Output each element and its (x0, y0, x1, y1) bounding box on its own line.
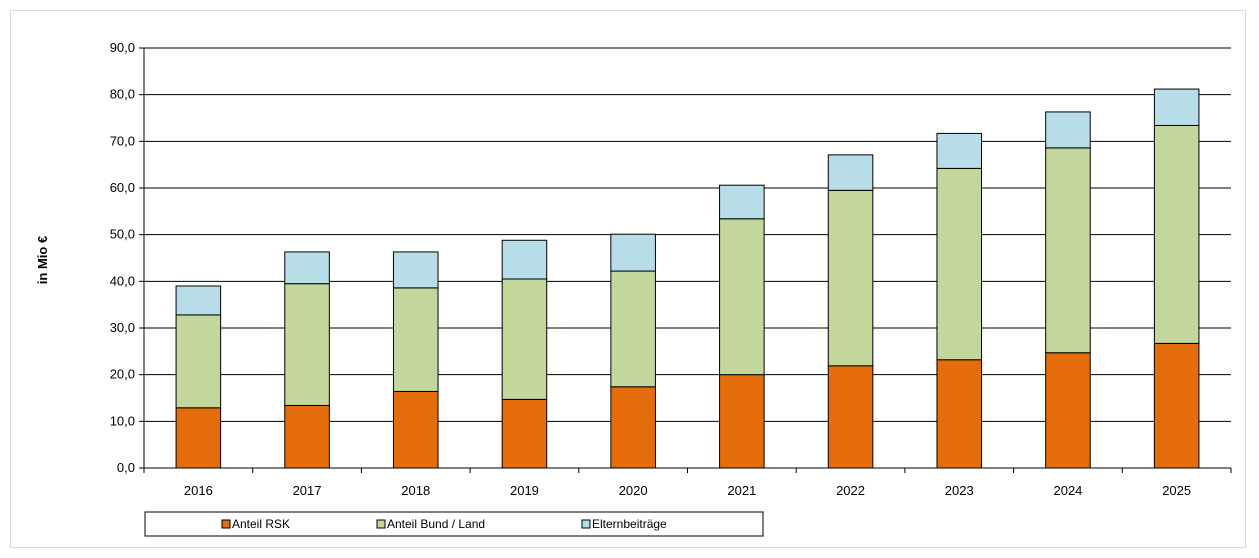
y-tick-label: 80,0 (110, 87, 135, 102)
chart-frame (10, 10, 1246, 548)
bars (175, 88, 1200, 469)
y-tick-labels: 0,0 10,0 20,0 30,0 40,0 50,0 60,0 70,0 80,0 90,0 (110, 40, 135, 475)
x-tick-labels: 2016 2017 2018 2019 2020 2021 2022 2023 2024 2025 (184, 483, 1191, 498)
bar-segment (719, 218, 765, 376)
legend-swatch (221, 519, 231, 529)
legend-swatch (376, 519, 386, 529)
bar-segment (501, 398, 548, 469)
y-tick-label: 90,0 (110, 40, 135, 55)
bar-segment (827, 189, 874, 367)
bar-segment (610, 233, 656, 272)
bar-segment (501, 239, 548, 280)
x-tick-label: 2021 (727, 483, 756, 498)
axes (139, 47, 1232, 473)
y-tick-label: 40,0 (110, 273, 135, 288)
bar-segment (1153, 342, 1200, 469)
bar-segment (1045, 111, 1091, 149)
y-tick-label: 70,0 (110, 133, 135, 148)
bar-segment (175, 285, 222, 316)
bar-segment (610, 386, 656, 469)
bar-segment (827, 365, 874, 469)
bar-segment (610, 270, 656, 388)
bar-segment (175, 314, 222, 409)
bar-segment (827, 154, 874, 191)
bar-segment (719, 374, 765, 469)
bar-segment (1153, 88, 1200, 126)
bar-segment (1045, 352, 1091, 469)
legend-box (144, 511, 764, 537)
x-tick-label: 2018 (401, 483, 430, 498)
x-tick-label: 2022 (836, 483, 865, 498)
bar-segment (392, 287, 439, 392)
legend-label: Anteil Bund / Land (387, 517, 485, 531)
legend: Anteil RSK Anteil Bund / Land Elternbeiträ… (144, 511, 764, 537)
bar-segment (1045, 147, 1091, 354)
legend-label: Anteil RSK (232, 517, 290, 531)
x-tick-label: 2025 (1162, 483, 1191, 498)
bar-segment (284, 251, 330, 285)
bar-segment (284, 283, 330, 406)
x-tick-label: 2019 (510, 483, 539, 498)
y-tick-label: 0,0 (117, 460, 135, 475)
y-tick-label: 20,0 (110, 367, 135, 382)
y-tick-label: 50,0 (110, 227, 135, 242)
legend-label: Elternbeiträge (592, 517, 667, 531)
x-tick-label: 2020 (619, 483, 648, 498)
legend-swatch (581, 519, 591, 529)
bar-segment (936, 359, 983, 469)
bar-segment (284, 404, 330, 469)
bar-segment (1153, 124, 1200, 344)
x-tick-label: 2023 (945, 483, 974, 498)
y-tick-label: 60,0 (110, 180, 135, 195)
x-tick-label: 2016 (184, 483, 213, 498)
bar-segment (719, 184, 765, 220)
x-tick-label: 2024 (1053, 483, 1082, 498)
bar-segment (392, 390, 439, 469)
bar-segment (936, 167, 983, 361)
bar-segment (501, 278, 548, 400)
bar-segment (936, 132, 983, 169)
x-tick-label: 2017 (293, 483, 322, 498)
y-tick-label: 30,0 (110, 320, 135, 335)
bar-segment (175, 407, 222, 469)
y-tick-label: 10,0 (110, 413, 135, 428)
bar-segment (392, 251, 439, 289)
y-axis-label: in Mio € (35, 236, 50, 284)
